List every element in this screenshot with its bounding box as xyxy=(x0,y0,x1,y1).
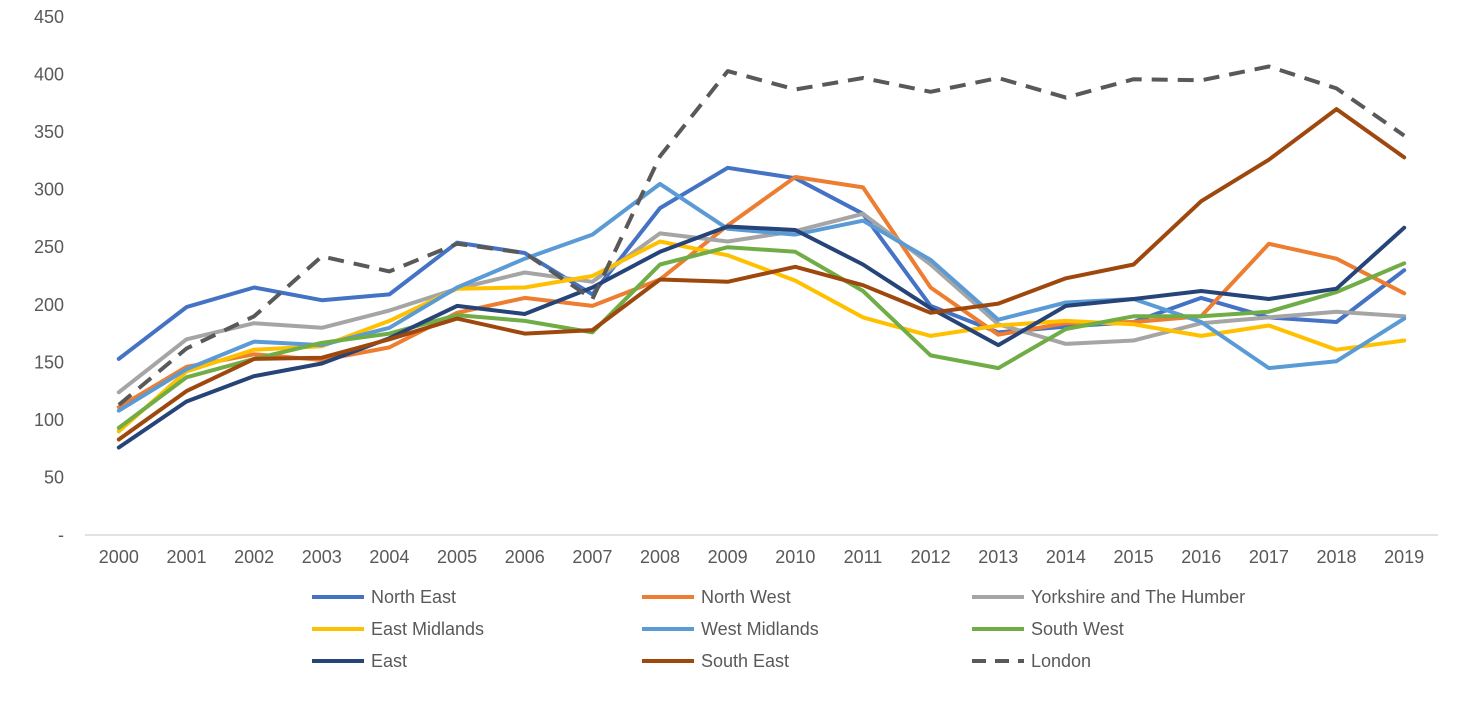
x-tick-label: 2014 xyxy=(1046,547,1086,567)
x-tick-label: 2006 xyxy=(505,547,545,567)
x-tick-label: 2001 xyxy=(166,547,206,567)
x-tick-label: 2003 xyxy=(302,547,342,567)
x-tick-label: 2011 xyxy=(844,547,883,567)
legend-label-north-east: North East xyxy=(371,587,456,607)
y-tick-label: - xyxy=(58,525,64,545)
series-lines xyxy=(116,64,1407,450)
y-tick-label: 450 xyxy=(34,7,64,27)
x-tick-label: 2007 xyxy=(572,547,612,567)
legend-label-yorkshire-and-the-humber: Yorkshire and The Humber xyxy=(1031,587,1245,607)
x-tick-label: 2019 xyxy=(1384,547,1424,567)
legend-label-london: London xyxy=(1031,651,1091,671)
x-tick-label: 2017 xyxy=(1249,547,1289,567)
series-line-south-east xyxy=(116,107,1407,442)
series-line-south-west xyxy=(116,245,1407,430)
y-axis-labels: - 50 100 150 200 250 300 350 400 450 xyxy=(34,7,64,545)
y-tick-label: 150 xyxy=(34,352,64,372)
x-tick-label: 2004 xyxy=(369,547,409,567)
x-tick-label: 2000 xyxy=(99,547,139,567)
legend-label-north-west: North West xyxy=(701,587,791,607)
series-line-north-east xyxy=(116,165,1407,361)
y-tick-label: 250 xyxy=(34,237,64,257)
legend: North East North West Yorkshire and The Hu… xyxy=(312,587,1245,671)
series-line-east xyxy=(116,224,1407,450)
x-tick-label: 2013 xyxy=(978,547,1018,567)
x-tick-label: 2002 xyxy=(234,547,274,567)
series-line-london xyxy=(117,64,1406,407)
y-tick-label: 300 xyxy=(34,180,64,200)
series-line-yorkshire-and-the-humber xyxy=(116,211,1407,395)
y-tick-label: 50 xyxy=(44,467,64,487)
x-tick-label: 2005 xyxy=(437,547,477,567)
x-tick-label: 2015 xyxy=(1114,547,1154,567)
legend-label-east-midlands: East Midlands xyxy=(371,619,484,639)
x-axis-labels: 2000 2001 2002 2003 2004 2005 2006 2007 2008 2009… xyxy=(99,547,1424,567)
series-line-east-midlands xyxy=(116,239,1407,434)
y-tick-label: 200 xyxy=(34,295,64,315)
y-tick-label: 350 xyxy=(34,122,64,142)
legend-label-east: East xyxy=(371,651,407,671)
x-tick-label: 2008 xyxy=(640,547,680,567)
legend-label-south-west: South West xyxy=(1031,619,1124,639)
x-tick-label: 2016 xyxy=(1181,547,1221,567)
x-tick-label: 2009 xyxy=(708,547,748,567)
x-tick-label: 2012 xyxy=(911,547,951,567)
x-tick-label: 2018 xyxy=(1317,547,1357,567)
y-tick-label: 100 xyxy=(34,410,64,430)
y-tick-label: 400 xyxy=(34,65,64,85)
x-tick-label: 2010 xyxy=(775,547,815,567)
legend-label-west-midlands: West Midlands xyxy=(701,619,819,639)
legend-label-south-east: South East xyxy=(701,651,789,671)
